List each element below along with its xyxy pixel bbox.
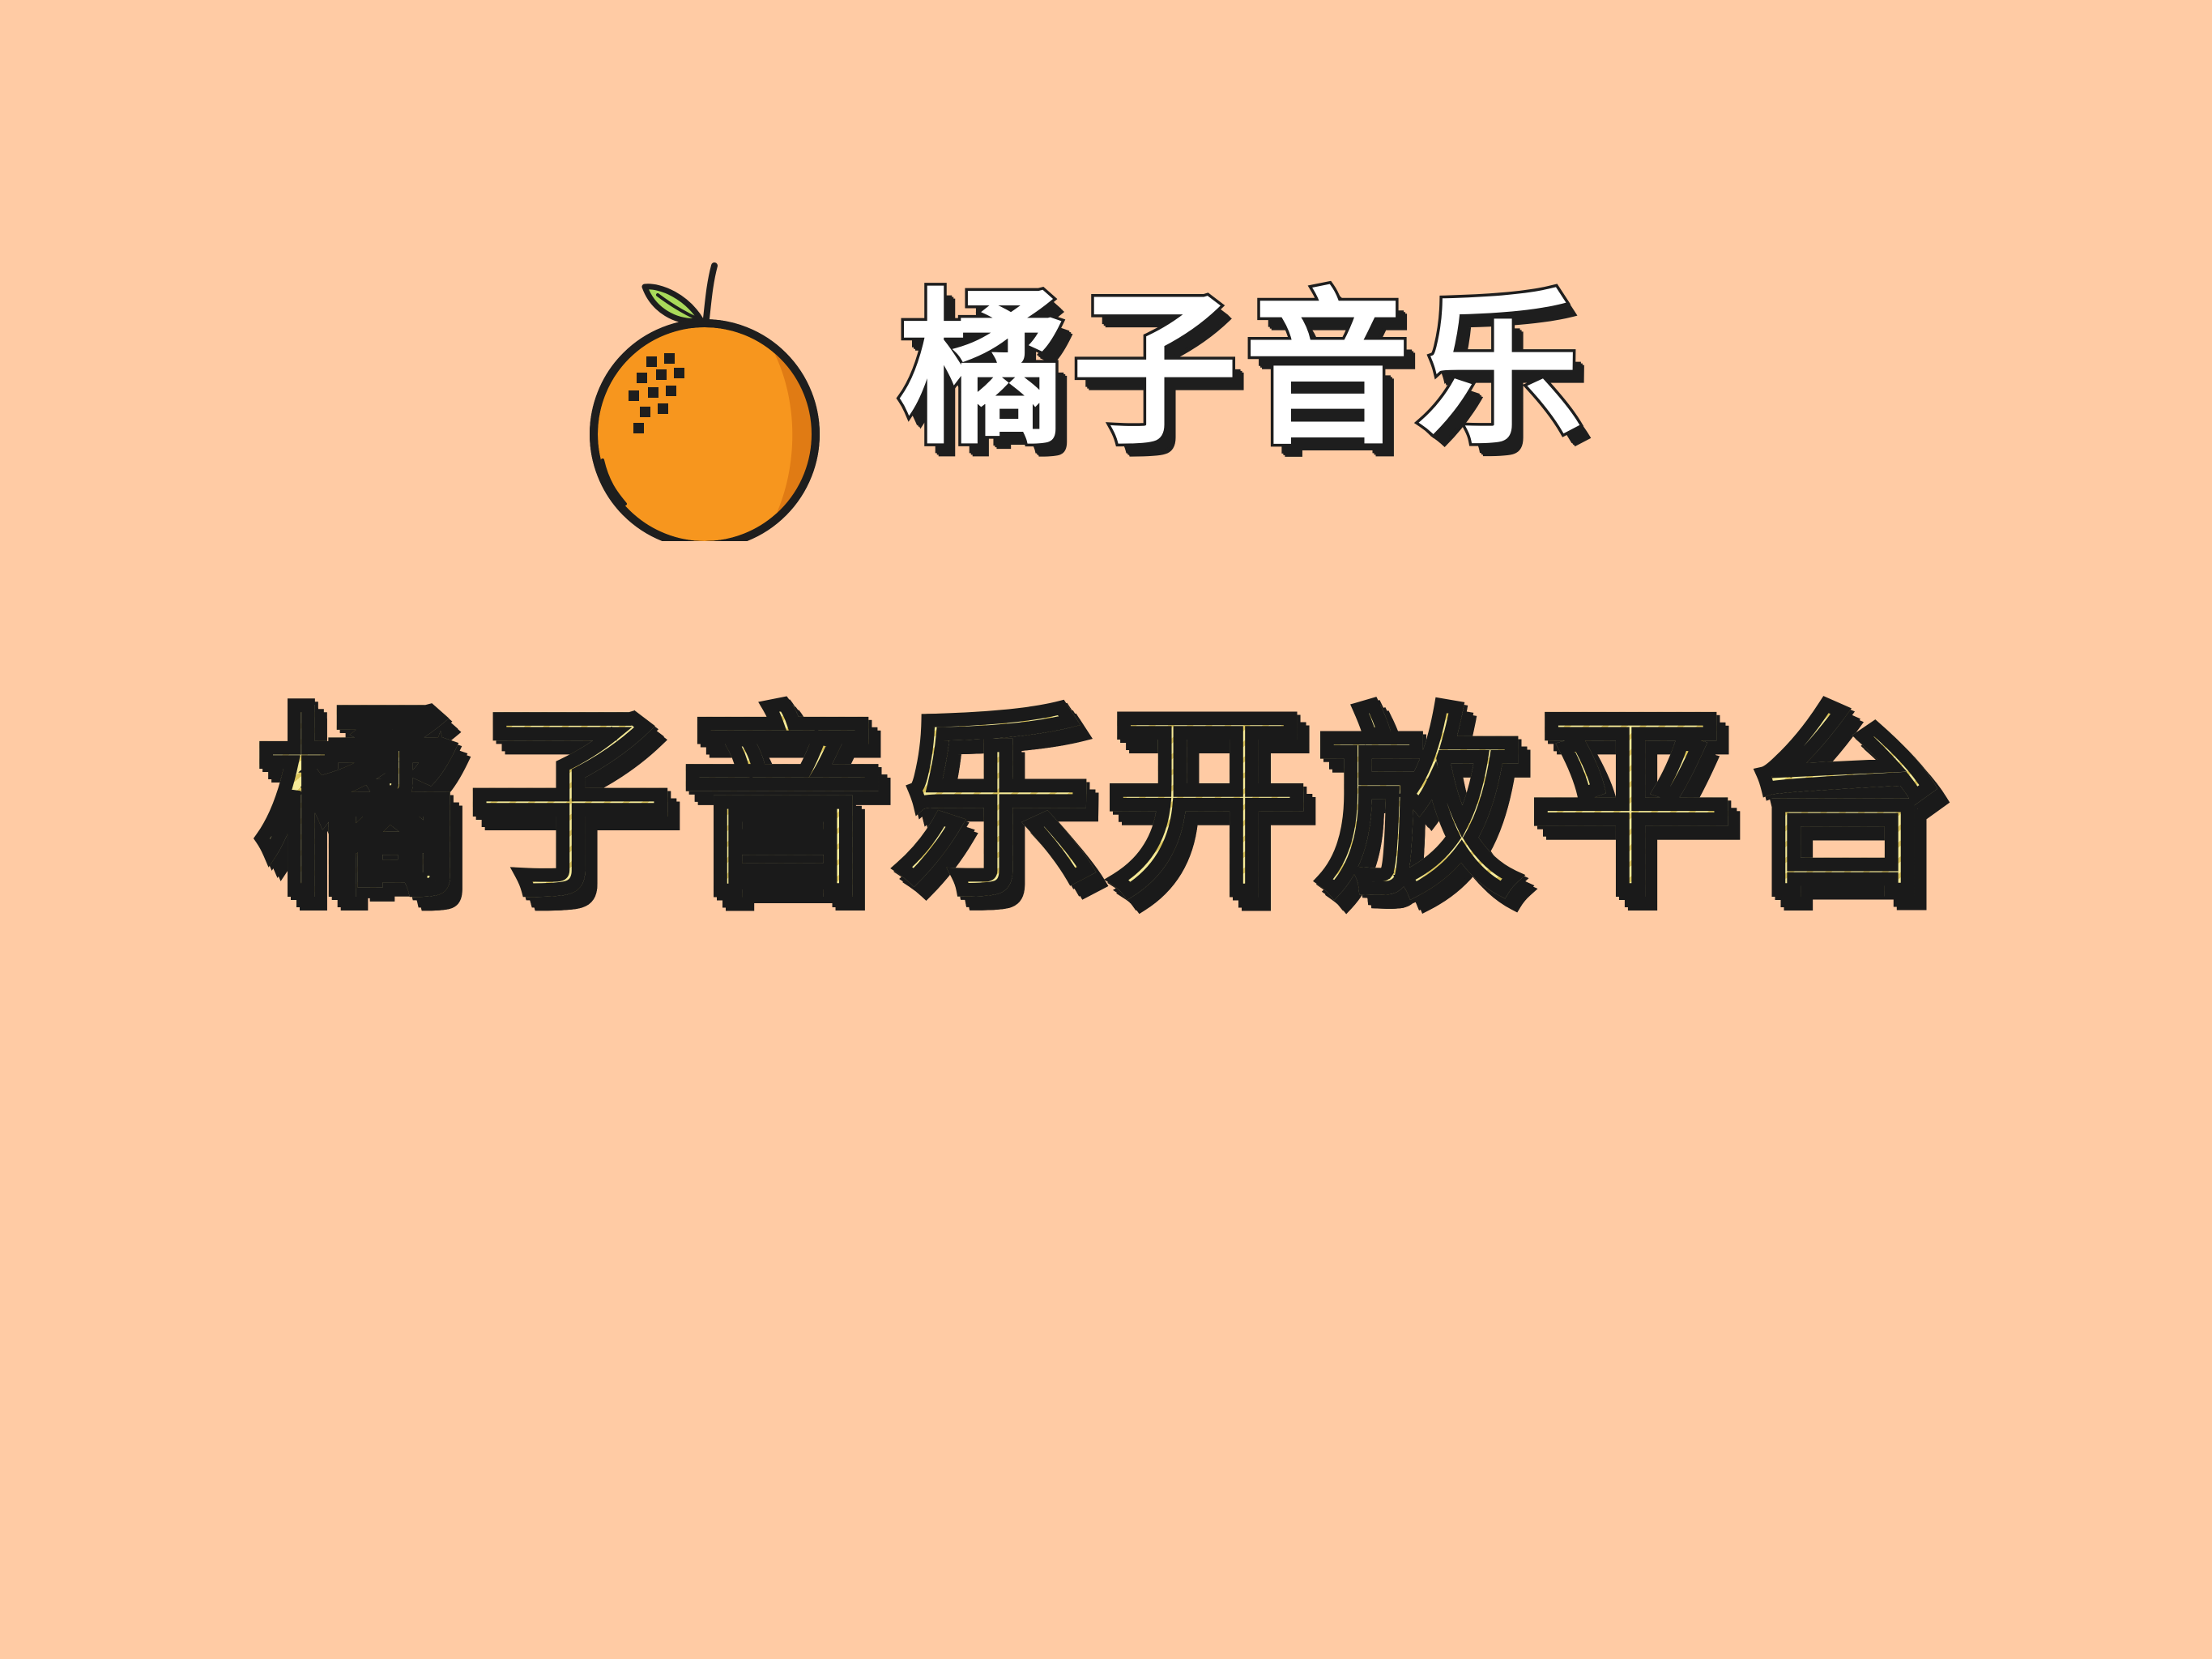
brand-name: 橘子音乐 bbox=[897, 275, 1589, 467]
headline: 橘子音乐开放平台 bbox=[0, 689, 2212, 922]
brand-logo: 橘子音乐 bbox=[583, 258, 1636, 541]
headline-text: 橘子音乐开放平台 bbox=[254, 689, 1955, 922]
orange-fruit-icon bbox=[590, 262, 820, 541]
